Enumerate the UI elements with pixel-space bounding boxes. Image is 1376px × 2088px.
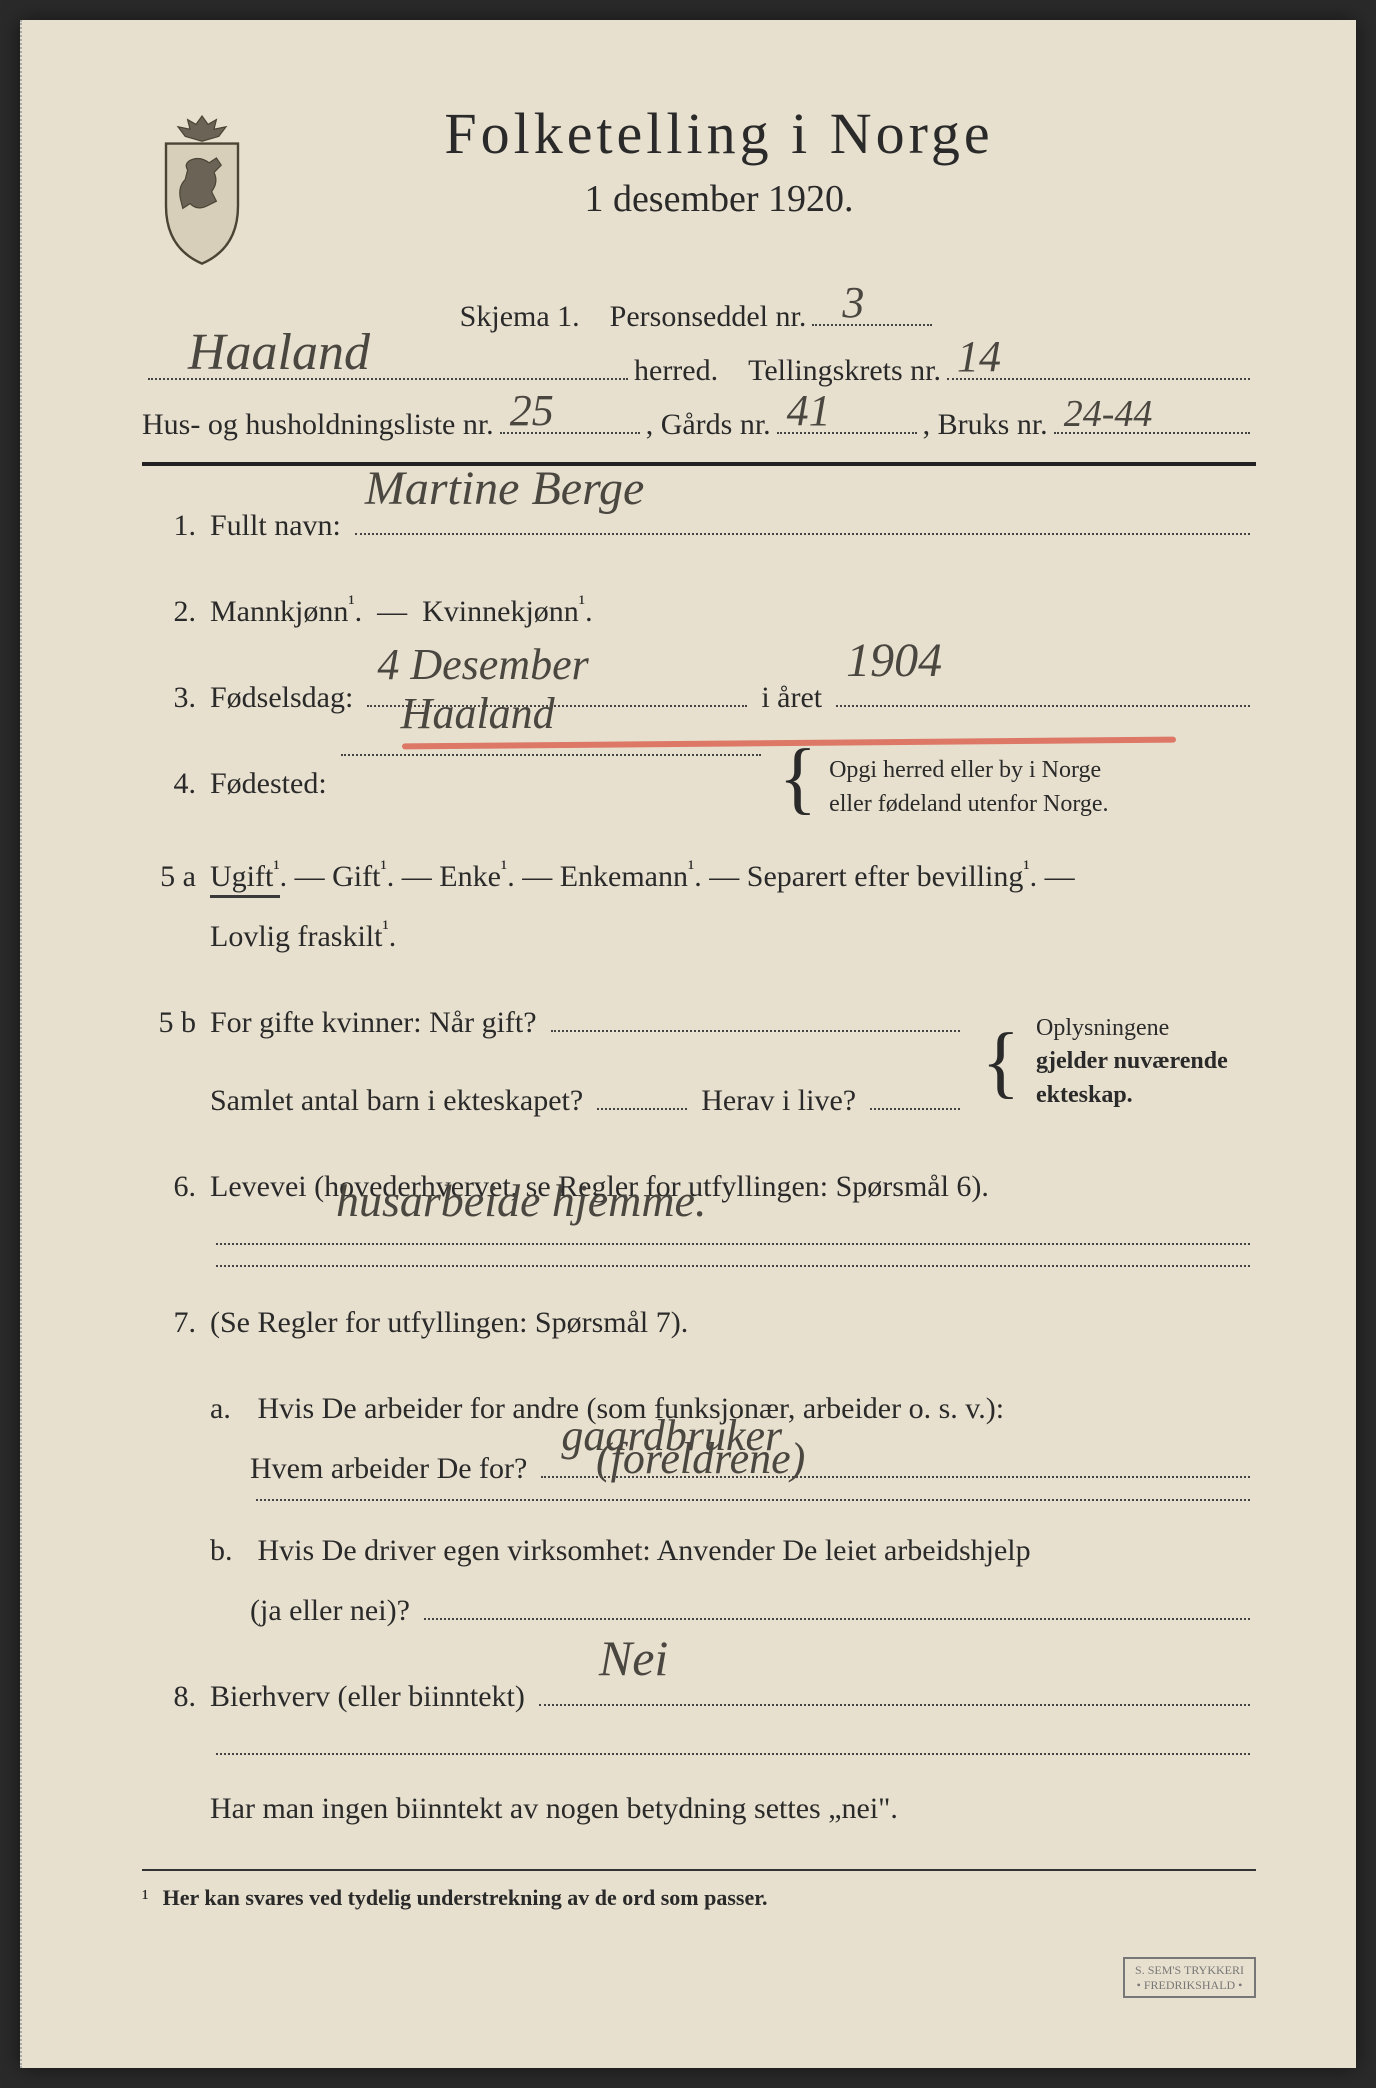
q2-opt-a: Mannkjønn xyxy=(210,595,355,628)
q4: 4. Fødested: Haaland { Opgi herred eller… xyxy=(142,754,1256,821)
q5b-line1: For gifte kvinner: Når gift? xyxy=(210,993,537,1053)
q1: 1. Fullt navn: Martine Berge xyxy=(142,496,1256,556)
hus-nr: 25 xyxy=(510,385,554,436)
bruks-field: 24-44 xyxy=(1054,432,1250,434)
tellingskrets-field: 14 xyxy=(947,378,1250,380)
title-block: Folketelling i Norge 1 desember 1920. xyxy=(302,100,1256,221)
footer-line: Har man ingen biinntekt av nogen betydni… xyxy=(210,1779,1256,1839)
q4-label: Fødested: xyxy=(210,754,327,814)
hus-label: Hus- og husholdningsliste nr. xyxy=(142,408,494,442)
q4-field: Haaland xyxy=(341,754,761,756)
q7a: a. Hvis De arbeider for andre (som funks… xyxy=(210,1379,1256,1501)
q7b-text: Hvis De driver egen virksomhet: Anvender… xyxy=(258,1534,1031,1567)
q7-num: 7. xyxy=(142,1306,196,1340)
brace-icon-2: { xyxy=(982,1038,1020,1086)
q1-num: 1. xyxy=(142,509,196,543)
q3-year: 1904 xyxy=(846,613,942,709)
q8-field: Nei xyxy=(539,1704,1250,1706)
footer-rule xyxy=(142,1869,1256,1871)
gards-label: , Gårds nr. xyxy=(646,408,771,442)
q6-num: 6. xyxy=(142,1170,196,1204)
hus-field: 25 xyxy=(500,432,640,434)
personseddel-nr: 3 xyxy=(842,277,864,328)
meta-section: Skjema 1. Personseddel nr. 3 Haaland her… xyxy=(142,300,1256,442)
meta-hus: Hus- og husholdningsliste nr. 25 , Gårds… xyxy=(142,408,1256,442)
q3-year-field: 1904 xyxy=(836,705,1250,707)
q3-num: 3. xyxy=(142,681,196,715)
brace-icon: { xyxy=(779,754,817,802)
census-form-page: Folketelling i Norge 1 desember 1920. Sk… xyxy=(20,20,1356,2068)
q5a-num: 5 a xyxy=(142,860,196,894)
footnote: ¹ Her kan svares ved tydelig understrekn… xyxy=(142,1885,1256,1911)
herred-value: Haaland xyxy=(188,323,370,382)
footnote-text: Her kan svares ved tydelig understreknin… xyxy=(163,1885,768,1911)
q7a-field2: (foreldrene) xyxy=(256,1499,1250,1501)
personseddel-label: Personseddel nr. xyxy=(610,300,807,334)
gards-nr: 41 xyxy=(787,385,831,436)
title-sub: 1 desember 1920. xyxy=(302,177,1136,221)
q1-value: Martine Berge xyxy=(365,441,644,537)
q8-blank xyxy=(210,1753,1256,1755)
q6-blank-line xyxy=(210,1265,1256,1267)
q5b-line2a: Samlet antal barn i ekteskapet? xyxy=(210,1071,583,1131)
q5b-num: 5 b xyxy=(142,1006,196,1040)
q7b-field xyxy=(424,1618,1250,1620)
q8-num: 8. xyxy=(142,1680,196,1714)
coat-of-arms-icon xyxy=(142,110,262,260)
q4-value: Haaland xyxy=(401,670,555,758)
title-main: Folketelling i Norge xyxy=(302,100,1136,167)
q5a-opt-ugift: Ugift xyxy=(210,860,280,898)
q5b-live-field xyxy=(870,1108,959,1110)
q7a-label: a. xyxy=(210,1379,250,1439)
q5b: 5 b For gifte kvinner: Når gift? Samlet … xyxy=(142,993,1256,1131)
q5b-gift-field xyxy=(551,1030,960,1032)
herred-field: Haaland xyxy=(148,378,628,380)
q6-field: husarbeide hjemme. xyxy=(216,1243,1250,1245)
printer-stamp: S. SEM'S TRYKKERI • FREDRIKSHALD • xyxy=(1123,1957,1256,1998)
q5b-line2b: Herav i live? xyxy=(701,1071,856,1131)
q5a-opt-enkemann: Enkemann xyxy=(560,860,695,893)
q5a: 5 a Ugift. — Gift. — Enke. — Enkemann. —… xyxy=(142,847,1256,967)
q5a-opt-fraskilt: Lovlig fraskilt xyxy=(210,920,389,953)
meta-herred: Haaland herred. Tellingskrets nr. 14 xyxy=(142,354,1256,388)
q4-num: 4. xyxy=(142,767,196,801)
q6-answer-line: husarbeide hjemme. xyxy=(210,1243,1256,1245)
q8-label: Bierhverv (eller biinntekt) xyxy=(210,1667,525,1727)
tellingskrets-label: Tellingskrets nr. xyxy=(748,354,941,388)
q5a-opt-enke: Enke xyxy=(439,860,507,893)
q1-field: Martine Berge xyxy=(355,533,1250,535)
q7-label: (Se Regler for utfyllingen: Spørsmål 7). xyxy=(210,1306,688,1339)
bruks-label: , Bruks nr. xyxy=(923,408,1048,442)
q2-num: 2. xyxy=(142,595,196,629)
q5a-opt-gift: Gift xyxy=(332,860,387,893)
q4-note: Opgi herred eller by i Norge eller fødel… xyxy=(829,754,1108,821)
skjema-label: Skjema 1. xyxy=(460,300,580,334)
q6-value: husarbeide hjemme. xyxy=(336,1155,706,1247)
q5b-note: Oplysningene gjelder nuværende ekteskap. xyxy=(1036,1012,1256,1113)
bruks-nr: 24-44 xyxy=(1064,392,1153,436)
q5a-opt-separert: Separert efter bevilling xyxy=(747,860,1030,893)
q3-label: Fødselsdag: xyxy=(210,668,353,728)
q7a-q: Hvem arbeider De for? xyxy=(250,1439,527,1499)
q7b-label: b. xyxy=(210,1521,250,1581)
q7: 7. (Se Regler for utfyllingen: Spørsmål … xyxy=(142,1293,1256,1353)
q1-label: Fullt navn: xyxy=(210,496,341,556)
q7b: b. Hvis De driver egen virksomhet: Anven… xyxy=(210,1521,1256,1641)
q7b-q: (ja eller nei)? xyxy=(250,1581,410,1641)
personseddel-nr-field: 3 xyxy=(812,324,932,326)
herred-label: herred. xyxy=(634,354,718,388)
q3-year-label: i året xyxy=(761,668,822,728)
gards-field: 41 xyxy=(777,432,917,434)
q5b-barn-field xyxy=(597,1108,687,1110)
divider-top xyxy=(142,462,1256,466)
q8-value: Nei xyxy=(599,1608,668,1708)
q3: 3. Fødselsdag: 4 Desember i året 1904 xyxy=(142,668,1256,728)
tellingskrets-nr: 14 xyxy=(957,331,1001,382)
q2: 2. Mannkjønn. — Kvinnekjønn. xyxy=(142,582,1256,642)
header: Folketelling i Norge 1 desember 1920. xyxy=(142,100,1256,260)
q8: 8. Bierhverv (eller biinntekt) Nei xyxy=(142,1667,1256,1727)
q7a-value2: (foreldrene) xyxy=(596,1415,805,1503)
footnote-marker: ¹ xyxy=(142,1885,149,1911)
